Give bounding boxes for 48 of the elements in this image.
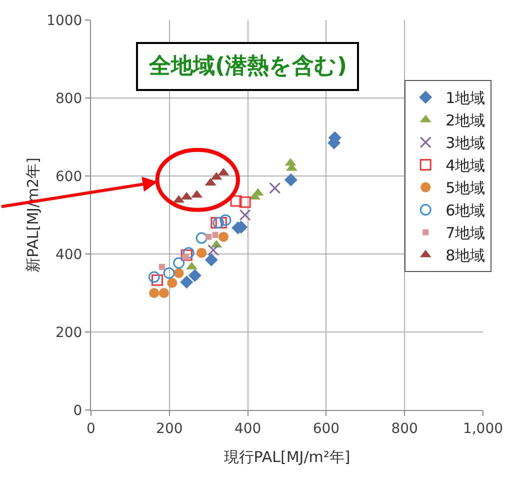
point: [158, 264, 165, 270]
legend-label: 8地域: [446, 246, 486, 265]
point: [239, 196, 251, 208]
point: [163, 267, 175, 279]
point: [174, 268, 184, 278]
y-tick-label: 200: [55, 324, 82, 341]
point: [148, 271, 160, 283]
y-tick-label: 600: [55, 168, 82, 185]
point: [208, 244, 220, 256]
point: [218, 232, 228, 242]
point: [204, 253, 218, 266]
y-tick-label: 800: [55, 90, 82, 107]
legend-label: 1地域: [446, 89, 486, 108]
y-axis-title: 新PAL[MJ/m2年]: [24, 158, 42, 272]
point: [149, 288, 160, 298]
x-axis-title: 現行PAL[MJ/m²年]: [224, 448, 350, 466]
legend-label: 6地域: [446, 202, 486, 220]
legend-label: 7地域: [446, 224, 486, 242]
point: [284, 173, 298, 186]
legend-label: 2地域: [446, 112, 486, 130]
point: [167, 278, 178, 288]
x-tick-label: 1,000: [462, 420, 504, 437]
x-tick-label: 200: [156, 420, 183, 437]
point: [206, 234, 212, 240]
x-tick-label: 0: [86, 420, 96, 437]
y-tick-label: 0: [73, 402, 82, 419]
y-tick-label: 1000: [46, 12, 82, 29]
legend-label: 4地域: [446, 156, 486, 175]
point: [220, 214, 232, 226]
x-tick-label: 800: [391, 420, 418, 437]
point: [230, 195, 242, 207]
point: [196, 248, 207, 258]
point: [196, 232, 208, 244]
x-tick-label: 600: [312, 420, 340, 437]
point: [152, 274, 163, 286]
point: [173, 257, 185, 269]
legend-label: 5地域: [446, 179, 486, 198]
x-tick-label: 400: [234, 420, 262, 437]
point: [158, 288, 169, 298]
y-tick-label: 400: [55, 246, 82, 263]
point: [212, 232, 218, 238]
point: [269, 182, 281, 194]
point: [180, 276, 194, 289]
point: [188, 268, 202, 282]
legend-label: 3地域: [446, 134, 486, 152]
point: [215, 217, 227, 229]
text: 全地域(潜熱を含む): [148, 54, 348, 79]
point: [239, 209, 251, 221]
